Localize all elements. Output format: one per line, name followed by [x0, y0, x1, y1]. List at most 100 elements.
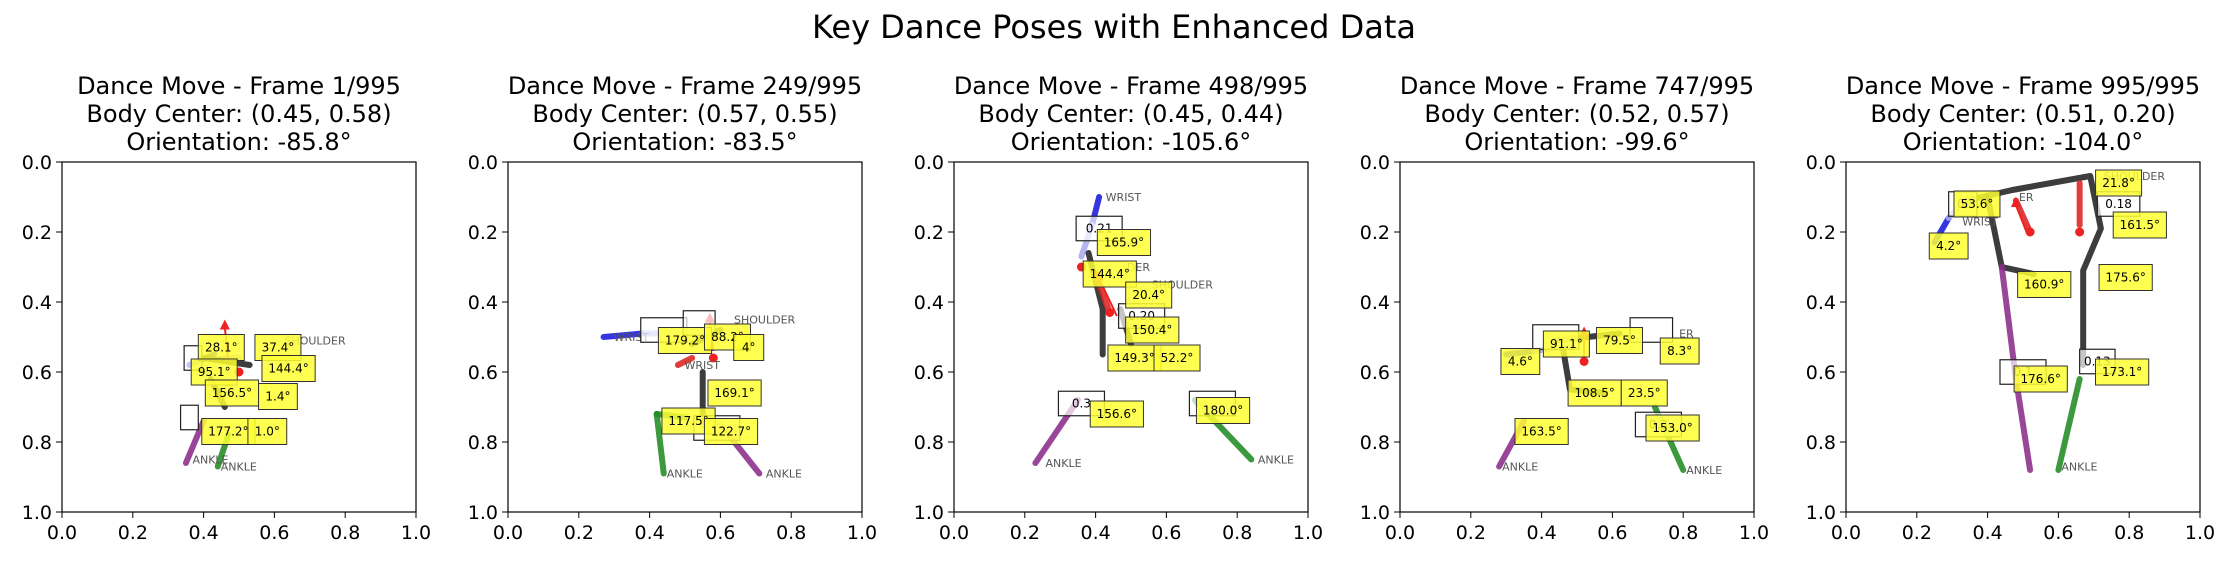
x-tick-label: 0.0: [47, 522, 77, 544]
angle-label: 179.2°: [665, 334, 705, 348]
chart-title-line: Dance Move - Frame 249/995: [508, 72, 862, 100]
x-tick-label: 0.0: [1831, 522, 1861, 544]
angle-box: [1953, 190, 2001, 218]
plot-area: ERANKLEANKLE0.391.1°79.5°8.3°4.6°108.5°2…: [1496, 317, 1722, 477]
angle-label: 1.4°: [265, 390, 290, 404]
distance-box: [179, 404, 199, 431]
angle-box: [1082, 260, 1137, 288]
y-tick-label: 0.4: [1806, 292, 1836, 314]
angle-box: [1928, 232, 1969, 260]
angle-label: 144.4°: [268, 362, 308, 376]
chart-title-line: Dance Move - Frame 498/995: [954, 72, 1308, 100]
angle-box: [1620, 379, 1668, 407]
limb-segment: [600, 330, 646, 340]
angle-label: 28.1°: [205, 341, 238, 355]
angle-label: 156.5°: [212, 386, 252, 400]
angle-box: [1195, 397, 1251, 424]
orientation-arrow: [2014, 204, 2028, 233]
joint-label: ANKLE: [1046, 457, 1082, 470]
plot-frame: [507, 161, 863, 513]
limb-segment: [2055, 376, 2083, 473]
limb-segment: [674, 355, 696, 368]
angle-label: 23.5°: [1628, 386, 1661, 400]
angle-label: 53.6°: [1961, 197, 1994, 211]
chart-title-line: Body Center: (0.52, 0.57): [1424, 100, 1729, 128]
angle-box: [1567, 379, 1622, 407]
joint-label: ANKLE: [192, 454, 228, 467]
plot-area: WRISTERSHOULDERANKLE0.0.180.10.1353.6°21…: [1928, 169, 2167, 474]
angle-label: 169.1°: [714, 386, 754, 400]
angle-box: [1089, 400, 1144, 428]
orientation-arrowhead: [219, 319, 230, 330]
x-tick-label: 0.8: [1668, 522, 1698, 544]
y-tick-label: 0.4: [914, 292, 944, 314]
angle-box: [197, 334, 245, 361]
y-tick-label: 0.8: [914, 432, 944, 454]
joint-label: WRIST: [1962, 216, 1998, 229]
y-tick-label: 0.0: [1360, 152, 1390, 174]
y-tick-label: 0.2: [468, 222, 498, 244]
chart-title-line: Dance Move - Frame 995/995: [1846, 72, 2200, 100]
angle-label: 20.4°: [1132, 288, 1165, 302]
x-tick-label: 0.0: [939, 522, 969, 544]
angle-label: 163.5°: [1521, 425, 1561, 439]
plot-frame: [1399, 161, 1755, 513]
angle-box: [1500, 348, 1541, 375]
angle-label: 95.1°: [198, 365, 231, 379]
x-tick-label: 0.4: [1972, 522, 2002, 544]
angle-label: 156.6°: [1097, 407, 1137, 421]
limb-segment: [182, 418, 207, 466]
angle-box: [1096, 229, 1152, 256]
joint-label: SHOULDER: [734, 314, 796, 327]
plot-frame: [953, 161, 1309, 513]
y-tick-label: 0.2: [1806, 222, 1836, 244]
angle-label: 4.6°: [1508, 355, 1533, 369]
joint-label: ANKLE: [766, 468, 802, 481]
body-center-point: [708, 353, 718, 363]
limb-segment: [1963, 173, 2104, 368]
y-tick-label: 0.8: [468, 432, 498, 454]
x-tick-label: 0.4: [1526, 522, 1556, 544]
angle-box: [1107, 344, 1162, 372]
angle-label: 79.5°: [1603, 334, 1636, 348]
angle-box: [1542, 330, 1590, 358]
angle-label: 144.4°: [1090, 267, 1130, 281]
joint-label: ER: [2019, 191, 2034, 204]
y-tick-label: 1.0: [914, 502, 944, 524]
angle-box: [2112, 211, 2167, 239]
y-tick-label: 0.6: [1806, 362, 1836, 384]
chart-title-line: Dance Move - Frame 747/995: [1400, 72, 1754, 100]
joint-label: WRIST: [1106, 191, 1142, 204]
x-tick-label: 0.2: [564, 522, 594, 544]
x-tick-label: 1.0: [1293, 522, 1323, 544]
angle-label: 91.1°: [1550, 337, 1583, 351]
angle-label: 165.9°: [1104, 236, 1144, 250]
y-tick-label: 0.6: [1360, 362, 1390, 384]
x-tick-label: 0.0: [1385, 522, 1415, 544]
angle-box: [733, 334, 765, 361]
angle-label: 180.0°: [1203, 404, 1243, 418]
y-tick-label: 1.0: [1806, 502, 1836, 524]
angle-box: [707, 379, 762, 407]
body-center-point: [2075, 227, 2085, 237]
x-tick-label: 0.8: [2114, 522, 2144, 544]
angle-box: [261, 355, 316, 382]
angle-box: [1125, 281, 1173, 309]
chart-title-line: Body Center: (0.45, 0.44): [978, 100, 1283, 128]
x-tick-label: 1.0: [1739, 522, 1769, 544]
orientation-arrowhead: [2010, 197, 2021, 207]
distance-label: 0.3: [1072, 397, 1091, 411]
joint-label: WRIST: [684, 359, 720, 372]
angle-label: 173.1°: [2102, 365, 2142, 379]
distance-label: 0.18: [2105, 197, 2132, 211]
angle-box: [2017, 271, 2072, 298]
angle-box: [1659, 337, 1700, 365]
angle-label: 177.2°: [208, 425, 248, 439]
x-tick-label: 0.2: [1456, 522, 1486, 544]
y-tick-label: 0.6: [914, 362, 944, 384]
y-tick-label: 0.0: [22, 152, 52, 174]
x-tick-label: 0.6: [2043, 522, 2073, 544]
